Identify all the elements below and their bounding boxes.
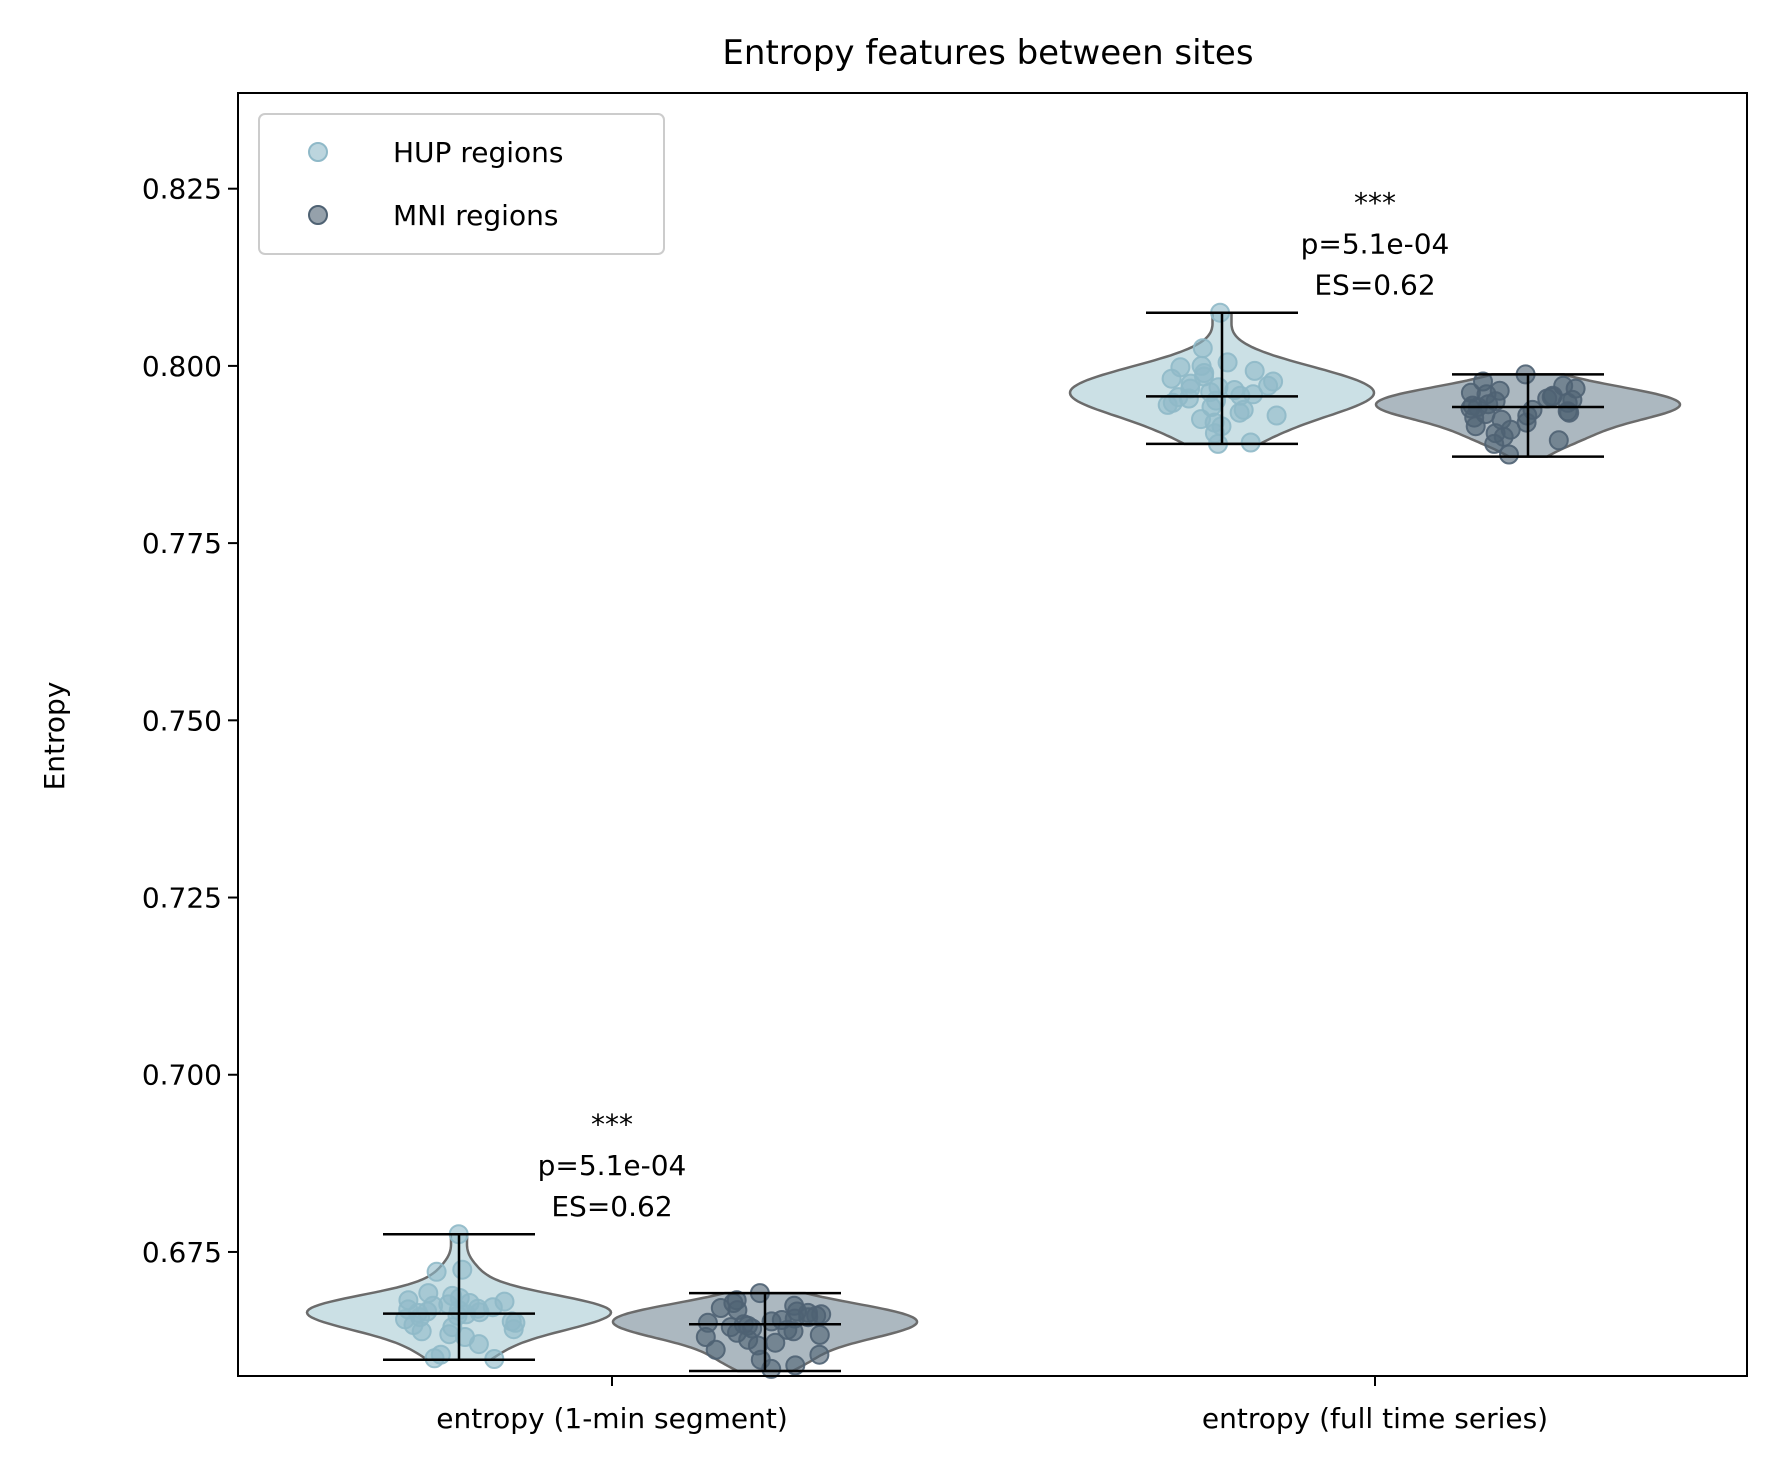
data-point [705,1339,726,1360]
data-point [1244,360,1265,381]
data-point [424,1348,445,1369]
y-tick-label: 0.800 [142,350,222,383]
legend-frame [258,113,665,255]
y-tick-label: 0.775 [142,527,222,560]
y-tick-label: 0.825 [142,173,222,206]
data-point [809,1324,830,1345]
data-point [503,1319,524,1340]
y-axis-label: Entropy [38,682,71,791]
data-point [426,1261,447,1282]
data-point [761,1311,782,1332]
plot-area: *** p=5.1e-04 ES=0.62 *** p=5.1e-04 ES=0.62 [305,187,1682,1379]
data-point [1240,432,1261,453]
data-point [1161,368,1182,389]
data-point [411,1321,432,1342]
significance-annotation: *** [1354,187,1396,220]
data-point [1258,375,1279,396]
chart-title: Entropy features between sites [722,33,1253,73]
axes-frame [237,92,1748,1377]
data-point [468,1334,489,1355]
data-point [1465,416,1486,437]
data-point [710,1298,731,1318]
axes: 0.675 0.700 0.725 0.750 0.775 0.800 0.825 entro… [142,173,1548,1435]
data-point [452,1259,473,1280]
significance-annotation: *** [591,1108,633,1141]
significance-annotation: ES=0.62 [551,1190,672,1223]
data-point [1548,430,1569,451]
data-point [765,1332,786,1353]
x-tick-label: entropy (full time series) [1202,1402,1548,1435]
data-point [1499,444,1519,465]
y-tick-label: 0.700 [142,1059,222,1092]
significance-annotation: p=5.1e-04 [538,1149,687,1182]
data-point [1157,394,1178,415]
legend-label: MNI regions [393,199,558,232]
data-point [1266,405,1287,426]
legend-marker [308,205,328,225]
y-tick-label: 0.675 [142,1236,222,1269]
legend-marker [308,142,328,162]
significance-annotation: ES=0.62 [1314,269,1435,302]
significance-annotation: p=5.1e-04 [1301,228,1450,261]
data-point [761,1358,782,1379]
data-point [1178,388,1199,409]
data-point [809,1344,830,1365]
data-point [1192,338,1213,359]
data-point [1229,402,1250,423]
legend-label: HUP regions [393,136,563,169]
legend: HUP regions MNI regions [258,113,665,255]
y-tick-label: 0.750 [142,704,222,737]
data-point [783,1321,804,1342]
y-tick-label: 0.725 [142,882,222,915]
x-tick-label: entropy (1-min segment) [436,1402,788,1435]
data-point [1484,433,1505,454]
